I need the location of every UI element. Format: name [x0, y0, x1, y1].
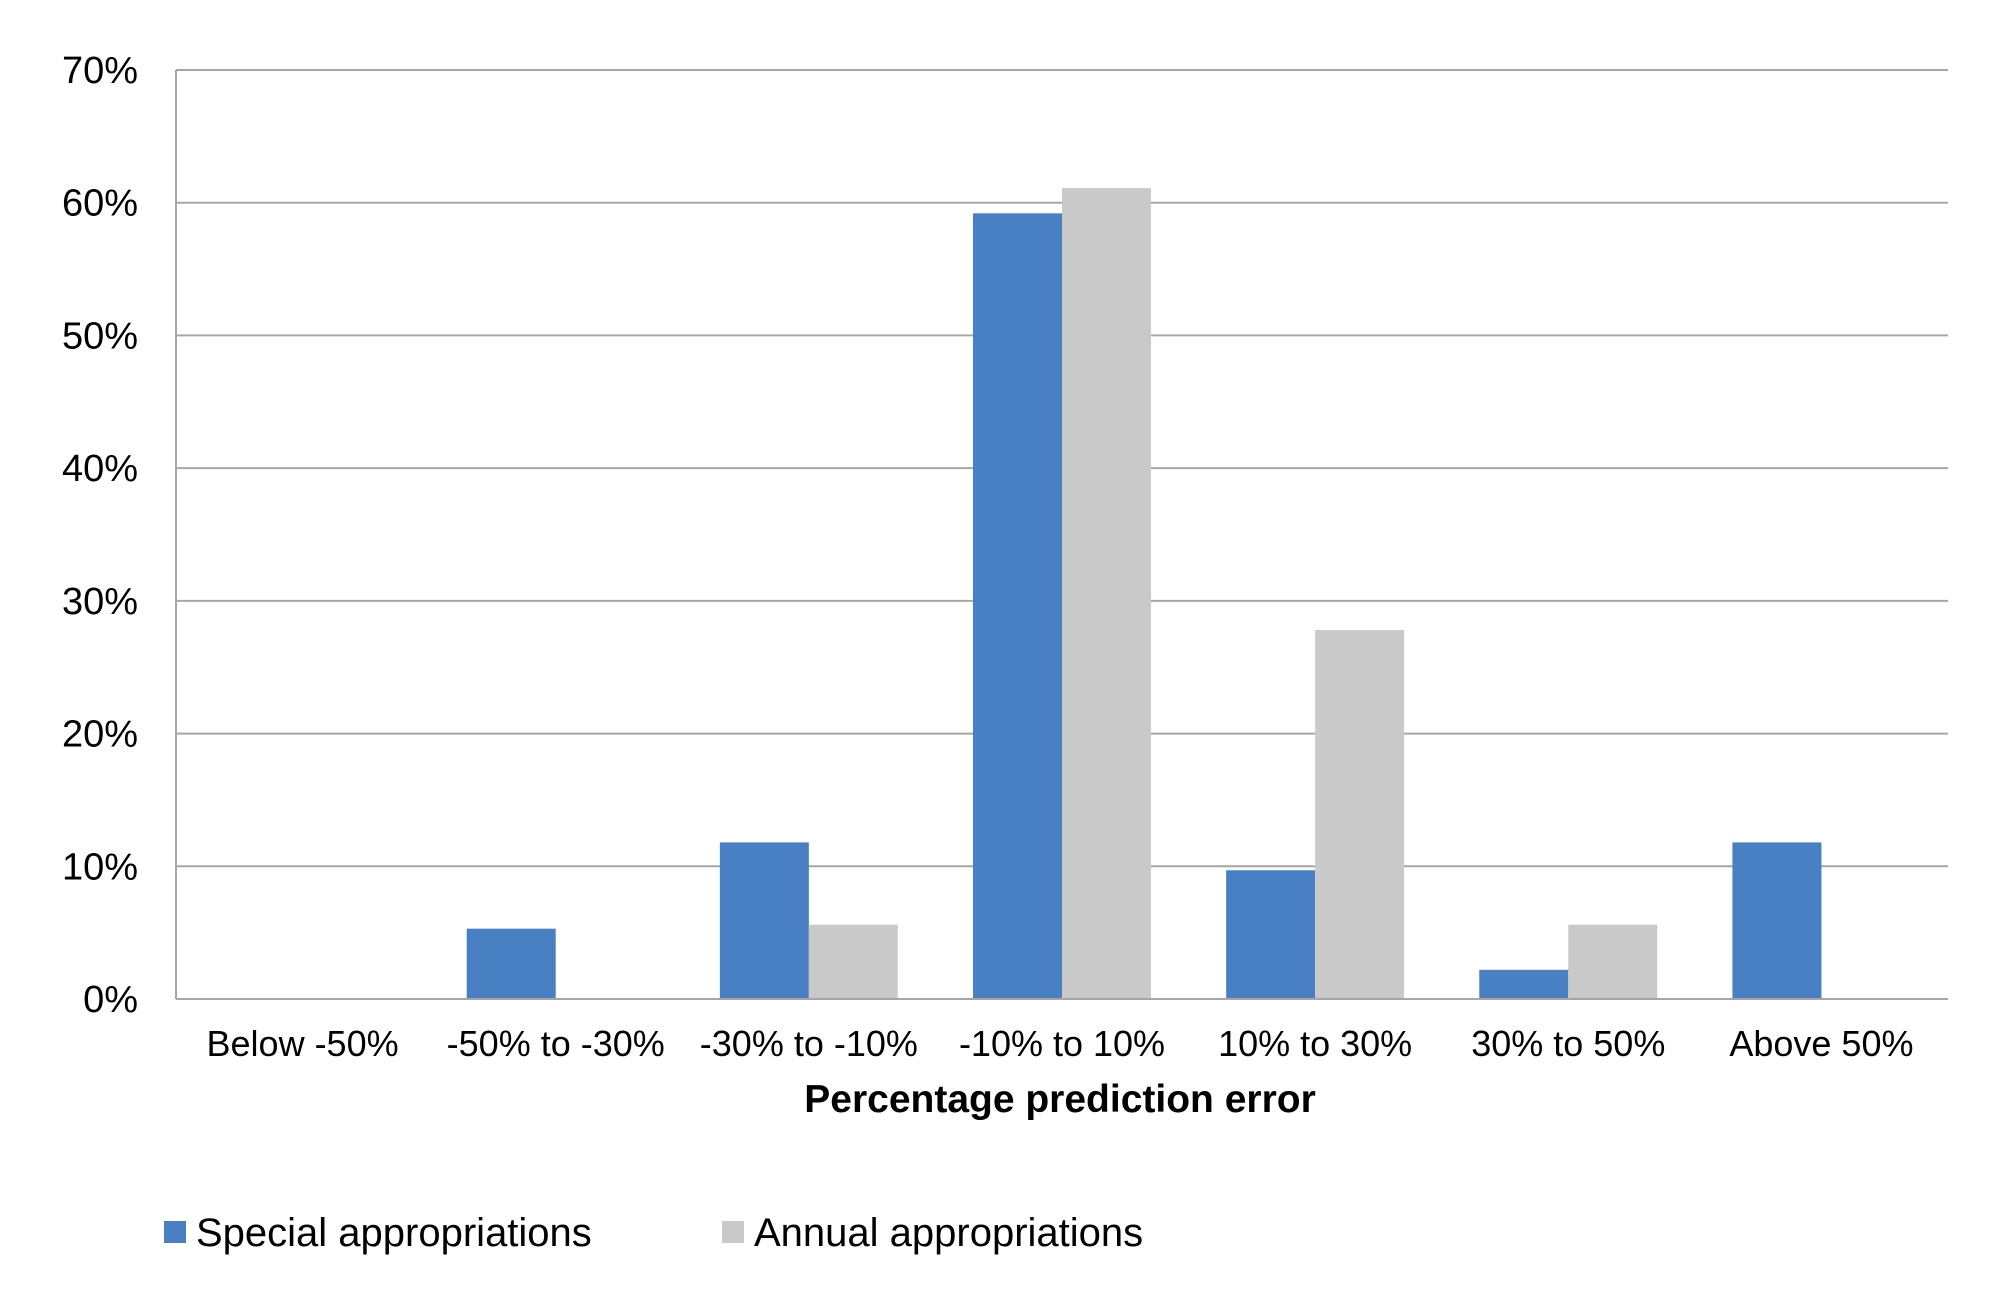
bar: [1479, 969, 1569, 999]
legend-label: Annual appropriations: [754, 1211, 1143, 1255]
bar: [466, 928, 556, 999]
x-tick-label: -50% to -30%: [447, 1023, 665, 1064]
legend-label: Special appropriations: [196, 1211, 592, 1255]
y-tick-label: 30%: [62, 581, 138, 623]
x-tick-label: Above 50%: [1729, 1023, 1913, 1064]
x-axis: [175, 70, 1948, 1000]
x-tick-label: 10% to 30%: [1218, 1023, 1412, 1064]
y-tick-label: 70%: [62, 50, 138, 92]
y-tick-label: 10%: [62, 846, 138, 888]
bar: [1062, 188, 1151, 999]
legend-swatch: [164, 1221, 186, 1243]
bar: [808, 924, 898, 999]
x-axis-title: Percentage prediction error: [804, 1078, 1316, 1121]
y-tick-label: 20%: [62, 714, 138, 756]
x-tick-label: -10% to 10%: [959, 1023, 1165, 1064]
bar: [1315, 630, 1405, 999]
bar: [1226, 870, 1316, 999]
y-tick-label: 50%: [62, 315, 138, 357]
bar: [1732, 842, 1822, 999]
x-tick-label: 30% to 50%: [1471, 1023, 1665, 1064]
y-tick-label: 40%: [62, 448, 138, 490]
legend: Special appropriations Annual appropriati…: [164, 1211, 1143, 1255]
bar: [719, 842, 809, 999]
bars: [466, 188, 1822, 999]
legend-swatch: [722, 1221, 744, 1243]
y-tick-label: 60%: [62, 183, 138, 225]
bar: [1568, 924, 1658, 999]
y-axis-ticks: 0% 10% 20% 30% 40% 50% 60% 70%: [62, 50, 138, 1021]
bar: [973, 213, 1062, 999]
x-tick-label: -30% to -10%: [700, 1023, 918, 1064]
x-tick-label: Below -50%: [207, 1023, 399, 1064]
y-tick-label: 0%: [83, 979, 138, 1021]
x-axis-ticks: Below -50% -50% to -30% -30% to -10% -10% t…: [207, 1023, 1914, 1064]
